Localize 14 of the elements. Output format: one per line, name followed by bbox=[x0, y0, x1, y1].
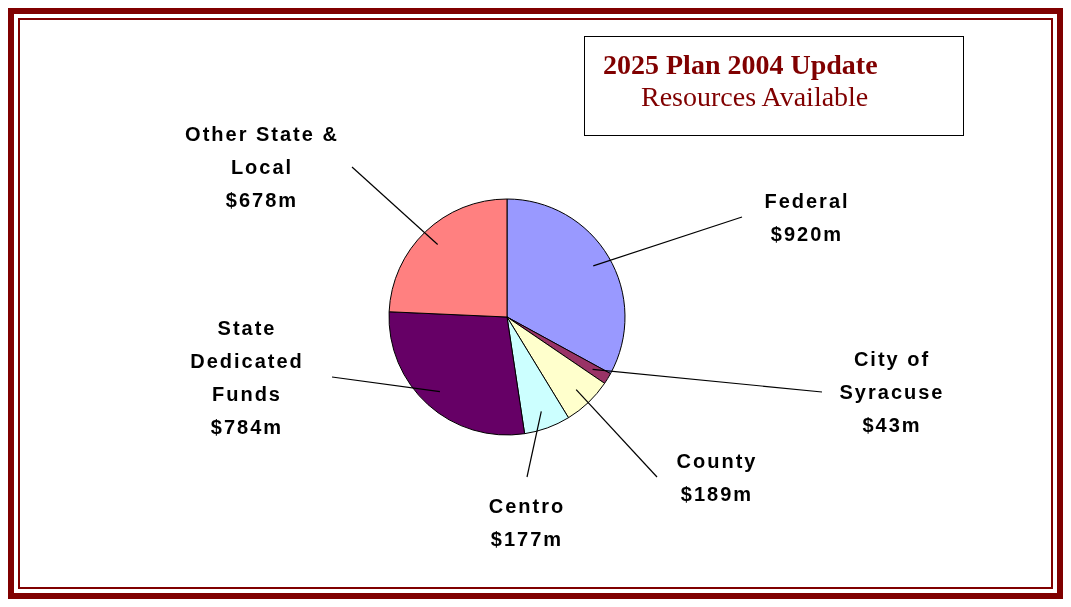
chart-subtitle: Resources Available bbox=[640, 81, 870, 113]
slice-label: Other State & Local bbox=[185, 123, 339, 178]
data-label: $920m bbox=[770, 222, 844, 245]
slice-label: Centro bbox=[488, 494, 566, 517]
slice-label: County bbox=[676, 449, 758, 472]
data-label: $177m bbox=[490, 527, 564, 550]
data-label: $43m bbox=[862, 414, 922, 436]
slice-label: State Dedicated Funds bbox=[190, 316, 304, 405]
chart-title: 2025 Plan 2004 Update bbox=[603, 49, 879, 81]
data-label: $678m bbox=[225, 189, 299, 211]
data-label: $784m bbox=[210, 415, 284, 438]
slice-label: Federal bbox=[764, 189, 850, 212]
data-label: $189m bbox=[680, 482, 754, 505]
slice-label: City of Syracuse bbox=[839, 348, 945, 403]
